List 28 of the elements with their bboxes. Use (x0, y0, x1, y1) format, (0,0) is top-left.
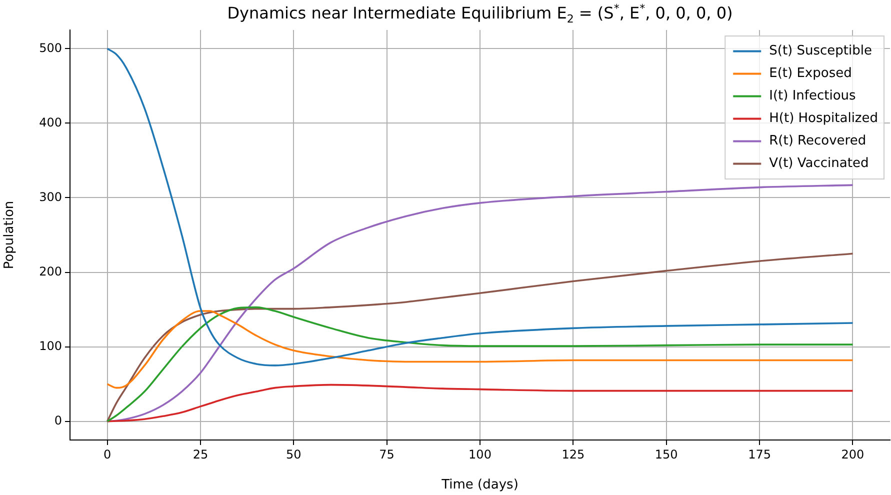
x-tick-label: 150 (654, 447, 678, 462)
y-tick-label: 400 (39, 115, 62, 130)
legend-label: E(t) Exposed (769, 66, 852, 82)
y-tick-label: 300 (39, 190, 62, 204)
x-tick-label: 25 (192, 447, 208, 462)
x-tick-label: 75 (379, 447, 394, 462)
line-series (106, 310, 854, 389)
x-tick-label: 50 (286, 447, 302, 462)
y-axis-title: Population (2, 200, 18, 270)
legend-label: R(t) Recovered (769, 134, 866, 149)
x-tick-label: 200 (841, 447, 864, 462)
legend-label: S(t) Susceptible (769, 44, 872, 59)
y-tick-label: 500 (39, 40, 62, 55)
x-tick-label: 100 (468, 447, 492, 462)
chart-title: Dynamics near Intermediate Equilibrium E$_{2}$ = (S$^{*}$, E$^{*}$, 0, 0, 0, 0) (226, 2, 734, 26)
legend-label: H(t) Hospitalized (769, 111, 878, 126)
line-series (106, 306, 854, 422)
x-axis-title: Time (days) (440, 478, 518, 493)
y-tick-label: 200 (39, 264, 62, 278)
y-tick-label: 100 (39, 338, 62, 353)
line-series (106, 384, 854, 422)
legend-label: I(t) Infectious (769, 88, 856, 104)
line-series (106, 252, 854, 422)
x-tick-label: 0 (103, 447, 112, 462)
legend-label: V(t) Vaccinated (769, 156, 869, 172)
y-tick-label: 0 (54, 413, 62, 428)
x-tick-label: 125 (562, 447, 585, 462)
x-tick-label: 175 (748, 447, 771, 462)
